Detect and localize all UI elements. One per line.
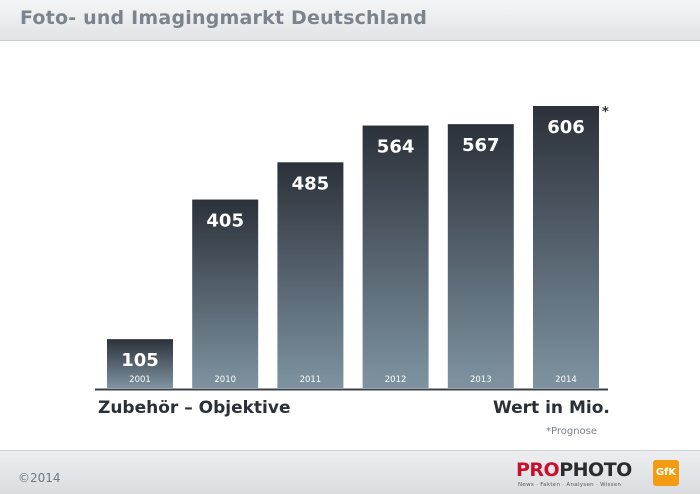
value-label-2010: 405 bbox=[206, 211, 244, 232]
forecast-asterisk: * bbox=[602, 105, 609, 120]
value-label-2014: 606 bbox=[547, 117, 585, 138]
bars-group: 105 2001 405 2010 485 2011 564 2012 567 2013 606 20… bbox=[107, 105, 609, 389]
logo-pro: PRO bbox=[516, 459, 560, 481]
tick-label-2011: 2011 bbox=[300, 375, 322, 385]
bar-2014 bbox=[533, 106, 599, 388]
footer-bar: ©2014 PROPHOTO News · Fakten · Analysen … bbox=[0, 450, 700, 494]
bar-chart: 105 2001 405 2010 485 2011 564 2012 567 2013 606 20… bbox=[95, 105, 609, 391]
value-label-2001: 105 bbox=[121, 350, 159, 371]
page-title: Foto- und Imagingmarkt Deutschland bbox=[20, 7, 428, 29]
logo-photo: PHOTO bbox=[559, 459, 632, 481]
prophoto-logo: PROPHOTO bbox=[516, 459, 632, 481]
forecast-note: *Prognose bbox=[546, 426, 598, 437]
tick-label-2013: 2013 bbox=[470, 375, 492, 385]
value-label-2011: 485 bbox=[292, 173, 330, 194]
tick-label-2001: 2001 bbox=[129, 375, 151, 385]
tick-label-2012: 2012 bbox=[385, 375, 407, 385]
tick-label-2014: 2014 bbox=[555, 375, 577, 385]
category-label: Zubehör – Objektive bbox=[98, 398, 291, 418]
bar-2012 bbox=[362, 125, 429, 388]
logo-tagline: News · Fakten · Analysen · Wissen bbox=[518, 482, 622, 488]
unit-label: Wert in Mio. bbox=[493, 398, 610, 418]
value-label-2013: 567 bbox=[462, 135, 500, 156]
header-bar: Foto- und Imagingmarkt Deutschland bbox=[0, 0, 700, 41]
value-label-2012: 564 bbox=[377, 137, 415, 158]
bar-2010 bbox=[192, 199, 259, 388]
bar-2011 bbox=[277, 162, 344, 388]
copyright-text: ©2014 bbox=[18, 471, 61, 485]
bar-2013 bbox=[447, 124, 514, 389]
tick-label-2010: 2010 bbox=[214, 375, 236, 385]
bar-2001 bbox=[107, 339, 173, 388]
gfk-logo: GfK bbox=[653, 460, 679, 486]
